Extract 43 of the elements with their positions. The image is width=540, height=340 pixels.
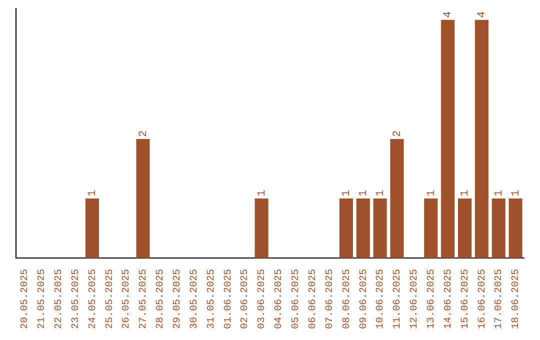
x-tick-label: 03.06.2025	[257, 268, 268, 330]
data-label: 1	[87, 189, 100, 196]
x-tick-label: 05.06.2025	[291, 268, 302, 330]
x-tick-label: 01.06.2025	[223, 268, 234, 330]
x-tick-label: 17.06.2025	[494, 268, 506, 330]
data-label: 1	[256, 189, 268, 196]
x-tick-label: 16.06.2025	[477, 268, 488, 330]
x-tick-label: 27.05.2025	[138, 268, 150, 330]
x-tick-label: 18.06.2025	[511, 268, 522, 330]
x-tick-label: 28.05.2025	[156, 268, 167, 330]
data-label: 1	[341, 189, 354, 196]
x-tick-label: 26.05.2025	[122, 268, 133, 330]
x-tick-label: 30.05.2025	[189, 268, 200, 330]
x-tick-label: 09.06.2025	[358, 268, 370, 330]
x-tick-label: 20.05.2025	[20, 268, 32, 330]
x-tick-label: 13.06.2025	[426, 268, 438, 330]
x-tick-label: 07.06.2025	[324, 268, 336, 330]
x-tick-label: 12.06.2025	[410, 268, 421, 330]
data-label: 4	[442, 10, 455, 18]
x-tick-label: 02.06.2025	[240, 268, 252, 330]
data-label: 4	[476, 10, 489, 18]
data-label: 1	[460, 189, 472, 196]
x-tick-label: 14.06.2025	[443, 268, 454, 330]
x-tick-label: 11.06.2025	[392, 268, 404, 330]
data-label: 1	[510, 189, 522, 196]
x-tick-label: 31.05.2025	[206, 268, 218, 330]
data-label: 2	[392, 130, 404, 137]
data-label: 2	[138, 130, 150, 137]
x-tick-label: 15.06.2025	[460, 268, 472, 330]
x-tick-label: 08.06.2025	[342, 268, 353, 330]
x-tick-label: 24.05.2025	[88, 268, 99, 330]
x-tick-label: 06.06.2025	[308, 268, 319, 330]
data-label: 1	[494, 189, 506, 196]
x-tick-label: 25.05.2025	[104, 268, 116, 330]
x-tick-label: 10.06.2025	[376, 268, 387, 330]
x-tick-label: 22.05.2025	[54, 268, 65, 330]
data-label: 1	[426, 189, 438, 196]
x-tick-label: 23.05.2025	[70, 268, 82, 330]
data-label: 1	[374, 189, 387, 196]
x-tick-label: 29.05.2025	[172, 268, 184, 330]
x-tick-label: 21.05.2025	[37, 268, 48, 330]
x-tick-label: 04.06.2025	[274, 268, 286, 330]
data-label: 1	[358, 189, 370, 196]
